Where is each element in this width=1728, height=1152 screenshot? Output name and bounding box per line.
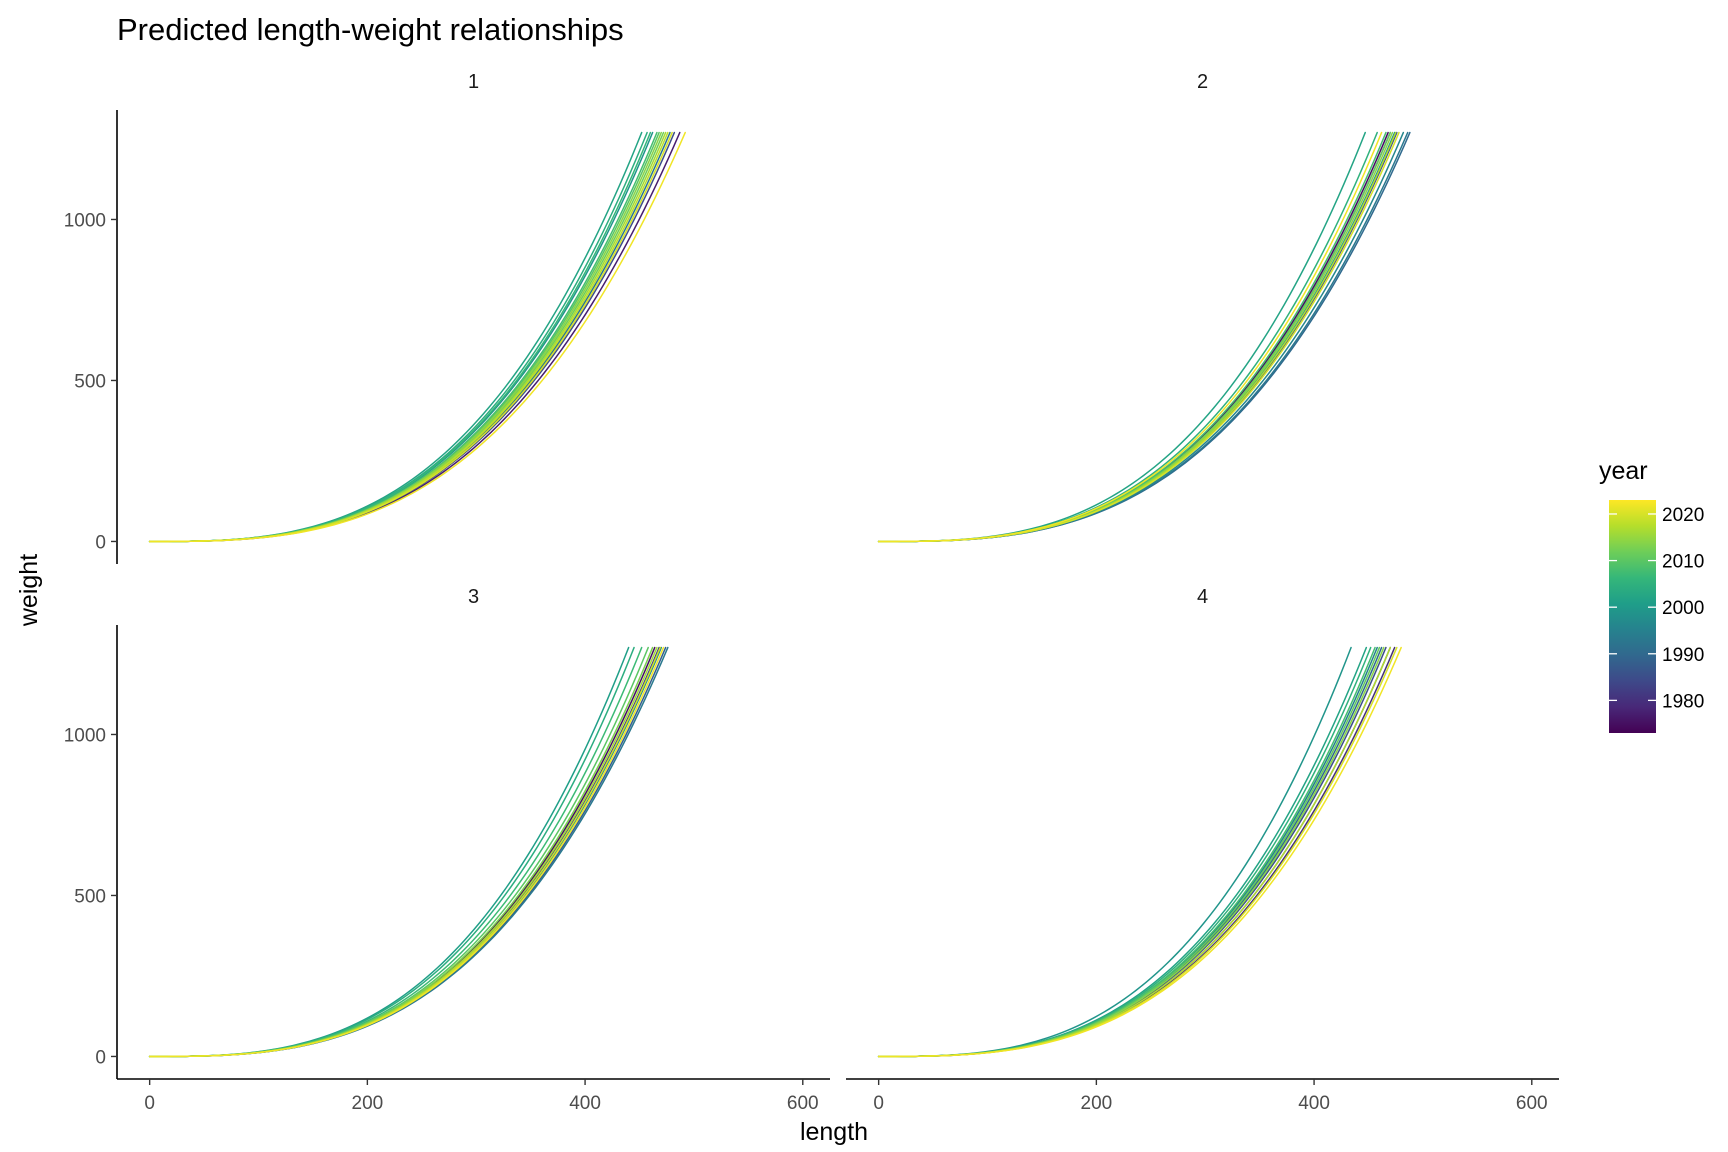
- panel-2: 2: [877, 71, 1411, 543]
- curve-2022: [877, 131, 1383, 543]
- curve-2008: [877, 131, 1387, 543]
- panel-1: 1 0 500 1000: [64, 71, 686, 564]
- x-tick-label: 400: [569, 1093, 601, 1114]
- curve-1997: [148, 646, 663, 1058]
- panel-curves: [148, 646, 669, 1058]
- y-tick-label: 500: [74, 371, 106, 392]
- x-tick-label: 600: [1516, 1093, 1548, 1114]
- curve-2008: [877, 646, 1376, 1058]
- curve-2014: [877, 646, 1385, 1058]
- legend-tick-label: 2020: [1662, 505, 1704, 526]
- curve-1975: [148, 646, 656, 1058]
- chart-title: Predicted length-weight relationships: [117, 12, 624, 47]
- facet-panels: 1 0 500 1000 2 3 0 500 1000 0 200 400 600 4 0 200 400 600: [64, 71, 1559, 1114]
- curve-2004: [148, 131, 648, 543]
- curve-2014: [148, 131, 663, 543]
- curve-2013: [148, 646, 654, 1058]
- panel-curves: [148, 131, 686, 543]
- panel-4: 4 0 200 400 600: [846, 586, 1559, 1114]
- x-tick-label: 200: [352, 1093, 384, 1114]
- y-tick-label: 0: [95, 1047, 106, 1068]
- colorbar: [1609, 500, 1656, 733]
- x-tick-label: 200: [1081, 1093, 1113, 1114]
- panel-strip-label: 4: [1197, 586, 1208, 608]
- legend-title: year: [1599, 457, 1648, 485]
- curve-1975: [877, 646, 1392, 1058]
- curve-2005: [877, 646, 1372, 1058]
- panel-curves: [877, 646, 1402, 1058]
- y-tick-label: 500: [74, 886, 106, 907]
- curve-2018: [148, 131, 669, 543]
- panel-curves: [877, 131, 1411, 543]
- x-tick-label: 600: [787, 1093, 819, 1114]
- curve-2022: [877, 646, 1402, 1058]
- y-tick-label: 0: [95, 532, 106, 553]
- curve-2010: [148, 131, 660, 543]
- curve-2020: [877, 131, 1400, 543]
- curve-1999: [148, 131, 654, 543]
- curve-2002: [148, 131, 643, 543]
- legend-tick-label: 2000: [1662, 598, 1704, 619]
- curve-1995: [877, 646, 1378, 1058]
- x-axis-title: length: [800, 1118, 868, 1146]
- legend-tick-label: 1980: [1662, 691, 1704, 712]
- curve-2005: [877, 131, 1378, 543]
- x-tick-label: 0: [144, 1093, 155, 1114]
- y-tick-label: 1000: [64, 210, 106, 231]
- curve-2016: [148, 131, 667, 543]
- curve-2007: [148, 646, 643, 1058]
- panel-3: 3 0 500 1000 0 200 400 600: [64, 586, 830, 1114]
- curve-1980: [877, 131, 1392, 543]
- curve-2022: [148, 646, 665, 1058]
- curve-2010: [148, 646, 649, 1058]
- curve-2017: [877, 646, 1392, 1058]
- y-tick-label: 1000: [64, 725, 106, 746]
- curve-2022: [148, 131, 686, 543]
- x-tick-label: 0: [873, 1093, 884, 1114]
- color-legend: year 1980 1990 2000 2010 2020: [1599, 457, 1704, 733]
- curve-2008: [148, 131, 658, 543]
- x-tick-label: 400: [1298, 1093, 1330, 1114]
- legend-tick-label: 1990: [1662, 645, 1704, 666]
- curve-1985: [877, 646, 1387, 1058]
- legend-tick-label: 2010: [1662, 552, 1704, 573]
- curve-1993: [148, 646, 669, 1058]
- curve-2011: [877, 131, 1392, 543]
- curve-2012: [148, 131, 665, 543]
- panel-strip-label: 1: [468, 71, 479, 93]
- curve-1975: [877, 131, 1389, 543]
- curve-2014: [877, 131, 1394, 543]
- y-axis-title: weight: [15, 554, 43, 627]
- curve-1996: [877, 131, 1405, 543]
- panel-strip-label: 3: [468, 586, 479, 608]
- panel-strip-label: 2: [1197, 71, 1208, 93]
